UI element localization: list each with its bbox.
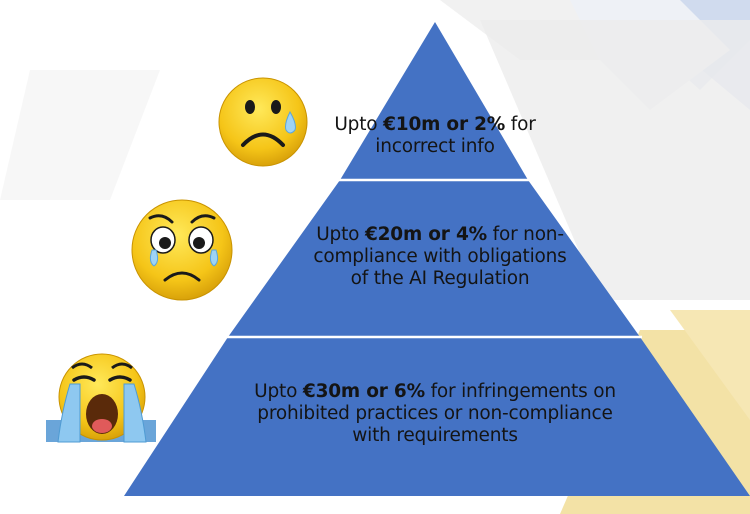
tier-top-line1: Upto €10m or 2% for [334, 114, 536, 135]
tier-bottom-text: Upto €30m or 6% for infringements on pro… [225, 381, 645, 447]
tier-middle-line2: compliance with obligations [313, 246, 567, 267]
tier-bottom-line2: prohibited practices or non-compliance [257, 403, 613, 424]
tier-top-line2: incorrect info [375, 136, 495, 157]
pyramid-tier-bottom [124, 337, 750, 496]
tier-bottom-line1: Upto €30m or 6% for infringements on [254, 381, 616, 402]
worried-crying-face-icon [131, 199, 233, 301]
sad-face-with-tear-icon [218, 77, 308, 167]
pyramid-tier-top [340, 22, 528, 180]
sobbing-face-icon [46, 353, 156, 443]
tier-middle-line3: of the AI Regulation [350, 268, 530, 289]
pyramid-tier-middle [228, 180, 640, 337]
tier-middle-text: Upto €20m or 4% for non- compliance with… [280, 224, 600, 290]
tier-top-text: Upto €10m or 2% for incorrect info [325, 114, 545, 158]
tier-bottom-line3: with requirements [352, 425, 518, 446]
tier-middle-line1: Upto €20m or 4% for non- [316, 224, 564, 245]
